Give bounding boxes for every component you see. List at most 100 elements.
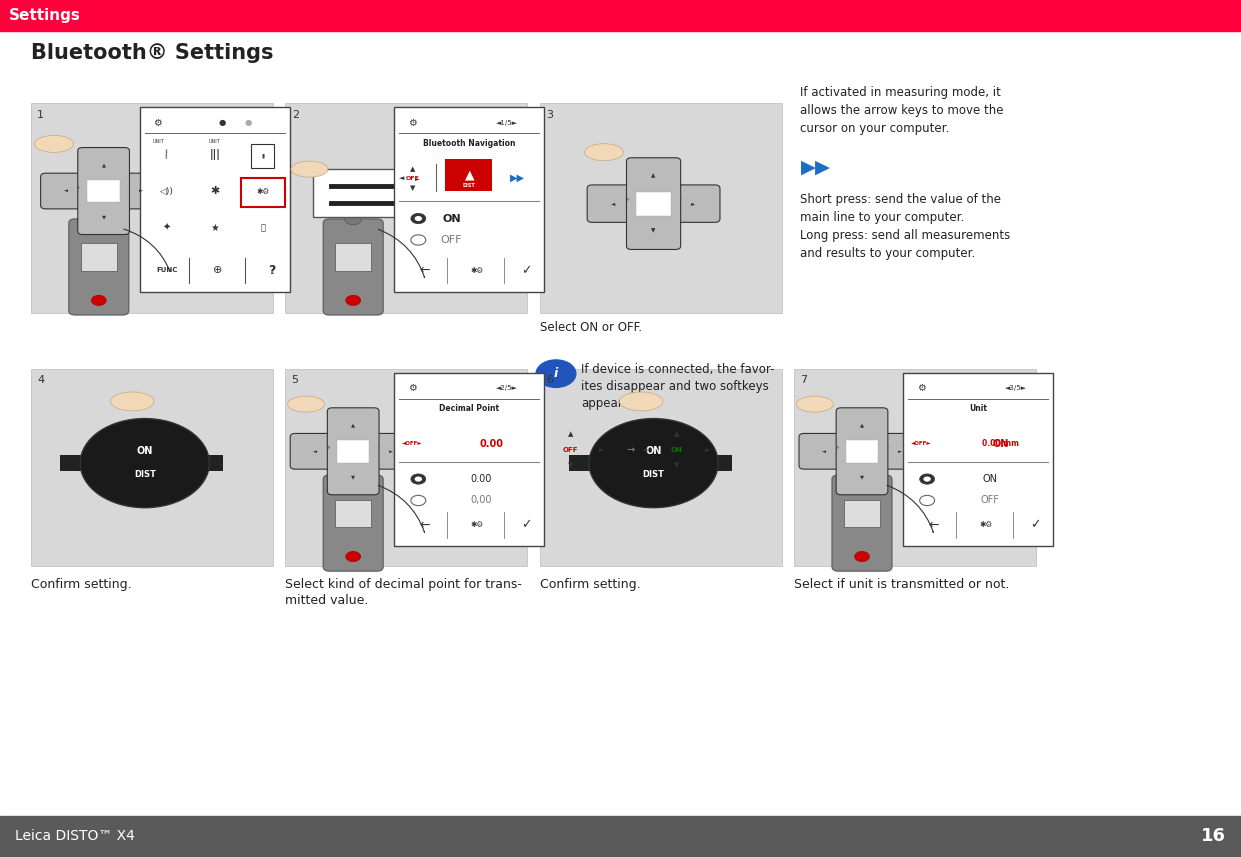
FancyBboxPatch shape [323,219,383,315]
Circle shape [411,213,426,224]
Text: 3: 3 [546,110,553,120]
Circle shape [920,495,934,506]
Bar [335,500,371,527]
Circle shape [536,360,576,387]
Text: -: - [680,197,681,202]
Circle shape [589,418,719,507]
Text: ▶▶: ▶▶ [800,158,830,177]
Text: -: - [886,445,889,450]
Text: ►: ► [139,189,143,194]
Bar [846,440,879,463]
FancyBboxPatch shape [140,107,290,292]
Text: 2: 2 [292,110,299,120]
Bar [444,159,491,191]
Text: +: + [834,445,839,450]
Text: ►: ► [705,446,710,453]
Circle shape [855,551,870,561]
Ellipse shape [110,392,154,411]
Text: ◄OFF►: ◄OFF► [402,441,423,446]
Text: ✓: ✓ [1030,518,1040,531]
Text: ●: ● [218,118,226,127]
Text: Select if unit is transmitted or not.: Select if unit is transmitted or not. [794,578,1010,591]
Text: +: + [325,445,330,450]
FancyBboxPatch shape [313,169,417,217]
Text: Unit: Unit [969,405,987,413]
Circle shape [923,476,931,482]
Text: 7: 7 [800,375,808,386]
Text: →: → [627,445,634,455]
Circle shape [346,296,361,305]
Text: ▲: ▲ [568,431,573,438]
FancyBboxPatch shape [395,107,545,292]
Text: FUNC: FUNC [156,267,177,273]
Bar [568,455,591,470]
Circle shape [920,474,934,484]
Text: ON: ON [645,446,661,456]
FancyArrowPatch shape [124,229,170,272]
Text: ▼: ▼ [102,214,105,219]
Text: ►: ► [691,201,696,207]
Text: ▲: ▲ [102,163,105,167]
Text: UNIT: UNIT [208,139,221,144]
FancyBboxPatch shape [903,373,1054,546]
Bar [540,103,782,313]
Bar [0,816,1241,857]
Text: ▲: ▲ [652,174,655,178]
Bar [844,500,880,527]
Text: ◄: ◄ [314,449,318,454]
Bar [60,455,82,470]
FancyBboxPatch shape [68,219,129,315]
Bar [285,103,527,313]
Text: ⚙: ⚙ [408,383,417,393]
Bar [710,455,731,470]
Circle shape [81,418,210,507]
Text: ►: ► [897,449,902,454]
Circle shape [411,474,426,484]
Text: 0.00: 0.00 [470,474,491,484]
Text: ◄: ◄ [537,446,542,453]
Text: ✱⚙: ✱⚙ [470,266,484,275]
Text: ▼: ▼ [568,462,573,469]
Text: 4: 4 [37,375,45,386]
Text: ⚙: ⚙ [408,117,417,128]
Text: OFF: OFF [980,495,999,506]
Text: ▼: ▼ [410,184,414,191]
Text: ✦: ✦ [163,223,171,233]
FancyBboxPatch shape [831,475,892,571]
Circle shape [346,551,361,561]
Text: Confirm setting.: Confirm setting. [31,578,132,591]
Text: DIST: DIST [134,470,155,479]
Text: ◄: ◄ [643,446,648,453]
Text: Bluetooth® Settings: Bluetooth® Settings [31,43,273,63]
Text: ON: ON [137,446,153,456]
FancyArrowPatch shape [379,229,424,278]
Text: ✱⚙: ✱⚙ [257,187,269,195]
FancyBboxPatch shape [323,475,383,571]
Circle shape [414,476,422,482]
Text: 0.00: 0.00 [480,439,504,449]
Text: ←: ← [419,518,429,531]
Text: ◁)): ◁)) [160,187,174,195]
Bar [31,369,273,566]
Text: ★: ★ [211,223,220,233]
Text: ▲: ▲ [410,165,414,172]
Circle shape [345,470,361,481]
Bar [540,369,782,566]
Text: ▮: ▮ [262,153,264,159]
Text: ▼: ▼ [652,229,655,234]
Text: ▲: ▲ [351,423,355,428]
Circle shape [91,213,107,225]
Text: ✱⚙: ✱⚙ [470,520,484,530]
Text: OFF: OFF [406,176,419,181]
Bar [794,369,1036,566]
Text: ▲: ▲ [464,168,474,182]
Text: ►: ► [599,446,604,453]
Bar [0,0,1241,31]
Bar [200,455,222,470]
Text: Confirm setting.: Confirm setting. [540,578,640,591]
Text: Short press: send the value of the
main line to your computer.
Long press: send : Short press: send the value of the main … [800,193,1010,260]
Text: -: - [128,184,130,189]
Bar [81,243,117,272]
Circle shape [411,235,426,245]
Circle shape [92,296,107,305]
